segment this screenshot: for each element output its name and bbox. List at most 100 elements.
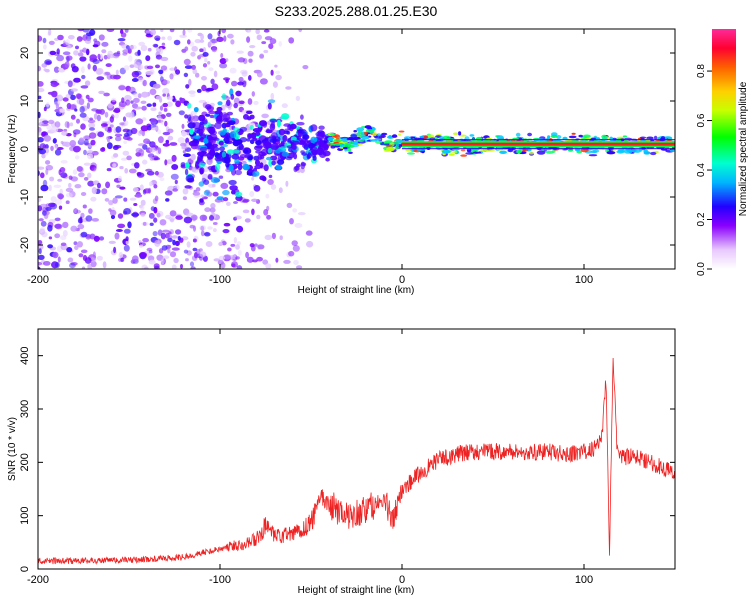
heatmap-cell xyxy=(187,114,192,122)
heatmap-cell xyxy=(147,187,152,194)
heatmap-cell xyxy=(169,142,178,146)
heatmap-cell xyxy=(67,80,73,88)
heatmap-cell xyxy=(516,149,523,153)
heatmap-cell xyxy=(192,238,197,243)
heatmap-cell xyxy=(142,79,147,87)
heatmap-cell xyxy=(38,218,44,222)
heatmap-cell xyxy=(161,245,168,251)
heatmap-cell xyxy=(79,49,84,53)
heatmap-cell xyxy=(639,136,647,139)
heatmap-cell xyxy=(185,84,190,89)
colorbar-tick-label: 0.2 xyxy=(696,212,707,226)
heatmap-cell xyxy=(231,153,240,160)
heatmap-cell xyxy=(146,65,154,70)
heatmap-cell xyxy=(205,241,213,247)
heatmap-cell xyxy=(83,149,87,156)
heatmap-cell xyxy=(213,70,218,78)
heatmap-cell xyxy=(112,197,118,204)
heatmap-cell xyxy=(97,53,101,60)
heatmap-cell xyxy=(203,153,208,157)
heatmap-cell xyxy=(49,50,57,56)
heatmap-cell xyxy=(669,149,675,152)
heatmap-cell xyxy=(307,152,312,159)
heatmap-cell xyxy=(104,111,109,118)
heatmap-cell xyxy=(79,56,87,62)
heatmap-cell xyxy=(215,117,223,124)
heatmap-cell xyxy=(398,130,405,133)
heatmap-cell xyxy=(158,111,162,115)
heatmap-cell xyxy=(119,122,125,126)
heatmap-cell xyxy=(120,32,127,38)
heatmap-cell xyxy=(76,98,84,105)
heatmap-cell xyxy=(76,166,83,172)
heatmap-cell xyxy=(270,69,274,76)
heatmap-cell xyxy=(214,122,222,130)
snr-x-tick-label: -100 xyxy=(209,574,231,586)
heatmap-cell xyxy=(166,101,173,107)
heatmap-cell xyxy=(154,170,159,176)
heatmap-cell xyxy=(68,182,72,188)
heatmap-cell xyxy=(106,29,115,32)
heatmap-cell xyxy=(255,129,262,133)
heatmap-cell xyxy=(396,142,400,147)
heatmap-cell xyxy=(297,212,306,216)
heatmap-cell xyxy=(171,247,180,251)
heatmap-cell xyxy=(507,148,514,153)
heatmap-cell xyxy=(73,145,81,153)
heatmap-cell xyxy=(327,136,335,142)
heatmap-cell xyxy=(85,48,90,56)
heatmap-cell xyxy=(58,169,62,176)
heatmap-cell xyxy=(294,223,303,228)
heatmap-cell xyxy=(150,29,156,36)
heatmap-cell xyxy=(165,232,170,239)
heatmap-cell xyxy=(82,47,88,53)
heatmap-cell xyxy=(582,134,591,138)
heatmap-cell xyxy=(237,249,242,256)
heatmap-cell xyxy=(141,105,147,111)
heatmap-cell xyxy=(137,49,141,56)
heatmap-cell xyxy=(190,153,196,161)
heatmap-cell xyxy=(101,188,108,195)
heatmap-cell xyxy=(236,50,244,54)
heatmap-cell xyxy=(78,137,85,143)
heatmap-cell xyxy=(129,44,137,50)
heatmap-cell xyxy=(268,135,275,139)
heatmap-cell xyxy=(279,235,283,240)
heatmap-cell xyxy=(333,139,342,142)
snr-frame xyxy=(37,328,676,570)
heatmap-cell xyxy=(247,98,253,105)
heatmap-cell xyxy=(38,130,42,136)
colorbar-tick-label: 0.8 xyxy=(696,64,707,78)
heatmap-cell xyxy=(193,135,201,140)
colorbar-gradient xyxy=(712,29,736,269)
heatmap-cell xyxy=(90,196,97,202)
heatmap-cell xyxy=(309,143,316,147)
heatmap-cell xyxy=(137,172,145,178)
heatmap-cell xyxy=(139,251,147,259)
heatmap-cell xyxy=(254,243,258,247)
heatmap-cell xyxy=(233,237,238,244)
heatmap-cell xyxy=(70,88,78,92)
heatmap-cell xyxy=(127,48,132,54)
heatmap-cell xyxy=(119,186,126,190)
heatmap-cell xyxy=(173,39,181,46)
heatmap-cell xyxy=(350,134,358,138)
heatmap-cell xyxy=(310,124,318,132)
heatmap-cell xyxy=(192,191,201,196)
heatmap-cell xyxy=(159,105,164,111)
heatmap-cell xyxy=(198,248,203,252)
heatmap-cell xyxy=(65,200,70,204)
heatmap-cell xyxy=(192,247,198,252)
heatmap-cell xyxy=(131,78,139,82)
heatmap-cell xyxy=(93,235,100,242)
heatmap-cell xyxy=(617,149,625,153)
heatmap-cell xyxy=(184,185,192,189)
heatmap-cell xyxy=(253,185,261,192)
heatmap-cell xyxy=(70,114,76,120)
heatmap-cell xyxy=(237,130,243,136)
heatmap-cell xyxy=(80,192,87,196)
heatmap-cell xyxy=(149,147,157,153)
heatmap-cell xyxy=(305,230,313,236)
heatmap-cell xyxy=(228,179,237,186)
heatmap-cell xyxy=(64,61,70,69)
